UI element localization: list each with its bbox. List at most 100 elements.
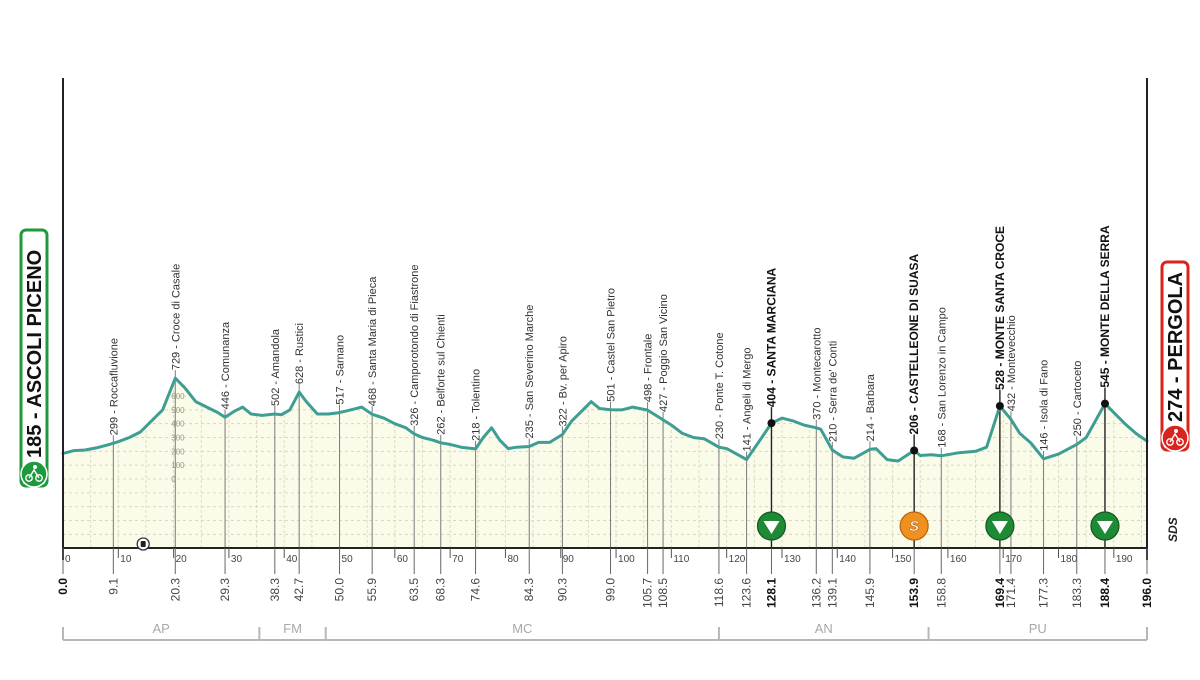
- x-tick-label: 0: [65, 554, 71, 565]
- km-label: 20.3: [168, 578, 182, 602]
- km-label: 177.3: [1037, 578, 1051, 608]
- elevation-area: [63, 378, 1147, 548]
- elevation-scale-label: 100: [171, 461, 185, 470]
- x-tick-label: 90: [563, 554, 575, 565]
- province-label: AN: [815, 621, 833, 636]
- km-label: 84.3: [522, 578, 536, 602]
- elevation-scale-label: 300: [171, 434, 185, 443]
- waypoint-labels: 299 - Roccafluvione 729 - Croce di Casale…: [108, 225, 1112, 451]
- waypoint-label: 299 - Roccafluvione: [108, 338, 120, 435]
- elevation-scale-label: 0: [171, 475, 176, 484]
- km-label: 0.0: [56, 578, 70, 595]
- gpm-climb-icon: [1090, 511, 1120, 541]
- km-label: 90.3: [555, 578, 569, 602]
- km-label: 123.6: [740, 578, 754, 608]
- waypoint-label: 235 - San Severino Marche: [524, 305, 536, 439]
- classification-markers: S: [136, 399, 1120, 551]
- province-label: PU: [1029, 621, 1047, 636]
- badge-label: 185 - ASCOLI PICENO: [24, 250, 46, 458]
- x-tick-label: 70: [452, 554, 464, 565]
- start-finish-badges: 185 - ASCOLI PICENO 274 - PERGOLA: [19, 228, 1190, 488]
- km-label: 105.7: [641, 578, 655, 608]
- x-tick-label: 30: [231, 554, 243, 565]
- km-label: 50.0: [333, 578, 347, 602]
- waypoint-label: 446 - Comunanza: [220, 321, 232, 409]
- x-tick-label: 140: [839, 554, 856, 565]
- waypoint-label: 432 - Montevecchio: [1006, 315, 1018, 411]
- feed-zone-icon: [136, 537, 150, 551]
- waypoint-label: 214 - Barbara: [865, 373, 877, 441]
- elevation-scale: 0 100 200 300 400 500 600: [171, 392, 185, 484]
- waypoint-label: 427 - Poggio San Vicino: [658, 294, 670, 412]
- waypoint-label: 326 - Camporotondo di Fiastrone: [409, 264, 421, 425]
- sponsor-logo: SDS: [1166, 517, 1180, 542]
- km-label: 29.3: [218, 578, 232, 602]
- km-label: 128.1: [764, 578, 778, 608]
- waypoint-label: 322 - Bv. per Apiro: [557, 336, 569, 426]
- km-label: 68.3: [434, 578, 448, 602]
- km-label: 99.0: [604, 578, 618, 602]
- x-tick-label: 190: [1116, 554, 1133, 565]
- waypoint-label: 729 - Croce di Casale: [170, 264, 182, 370]
- sprint-icon: S: [899, 511, 929, 541]
- elevation-scale-label: 500: [171, 406, 185, 415]
- elevation-scale-label: 400: [171, 420, 185, 429]
- waypoint-label: 146 - Isola di Fano: [1039, 360, 1051, 451]
- svg-text:S: S: [909, 518, 919, 535]
- km-label: 188.4: [1098, 578, 1112, 608]
- km-label: 158.8: [934, 578, 948, 608]
- km-label: 139.1: [825, 578, 839, 608]
- sponsor-mark: SDS: [1166, 517, 1180, 542]
- waypoint-label: 502 - Amandola: [270, 328, 282, 406]
- summit-dot: [1100, 399, 1109, 408]
- summit-dot: [995, 401, 1004, 410]
- province-label: FM: [283, 621, 302, 636]
- finish-badge: 274 - PERGOLA: [1160, 260, 1190, 452]
- x-axis: 0 10 20 30 40 50 60 70 80 90 100 110 120 130 140 150 160…: [62, 78, 1148, 574]
- waypoint-label: 250 - Cartoceto: [1072, 361, 1084, 437]
- km-label: 136.2: [809, 578, 823, 608]
- gpm-climb-icon: [756, 511, 787, 541]
- km-label: 196.0: [1140, 578, 1154, 608]
- x-tick-label: 130: [784, 554, 801, 565]
- waypoint-label: 501 - Castel San Pietro: [606, 288, 618, 402]
- km-label: 55.9: [365, 578, 379, 602]
- km-label: 171.4: [1004, 578, 1018, 608]
- km-label: 118.6: [712, 578, 726, 607]
- waypoint-label: 517 - Sarnano: [335, 335, 347, 405]
- waypoint-label: 404 - SANTA MARCIANA: [764, 267, 778, 407]
- province-label: AP: [152, 621, 169, 636]
- km-label: 145.9: [863, 578, 877, 608]
- waypoint-label: 141 - Angeli di Mergo: [742, 348, 754, 452]
- x-tick-label: 60: [397, 554, 409, 565]
- waypoint-label: 168 - San Lorenzo in Campo: [936, 307, 948, 448]
- elevation-scale-label: 600: [171, 392, 185, 401]
- x-tick-label: 170: [1005, 554, 1022, 565]
- x-tick-label: 10: [120, 554, 132, 565]
- elevation-line: [61, 376, 1149, 463]
- km-label: 153.9: [907, 578, 921, 608]
- x-tick-label: 110: [673, 554, 689, 565]
- x-tick-label: 40: [286, 554, 298, 565]
- waypoint-label: 498 - Frontale: [643, 334, 655, 402]
- gpm-climb-icon: [985, 511, 1015, 541]
- x-tick-label: 20: [176, 554, 188, 565]
- x-tick-label: 180: [1061, 554, 1078, 565]
- waypoint-label: 230 - Ponte T. Cotone: [714, 332, 726, 439]
- summit-dot: [910, 446, 919, 455]
- x-tick-label: 100: [618, 554, 635, 565]
- waypoint-label: 628 - Rustici: [294, 323, 306, 384]
- summit-dot: [767, 419, 776, 428]
- province-label: MC: [512, 621, 532, 636]
- km-label: 9.1: [106, 578, 120, 595]
- x-tick-label: 120: [729, 554, 746, 565]
- elevation-scale-label: 200: [171, 447, 185, 456]
- start-badge: 185 - ASCOLI PICENO: [19, 228, 49, 488]
- waypoint-label: 370 - Montecarotto: [811, 327, 823, 419]
- profile-area: [63, 378, 1147, 548]
- cyclist-icon: [1161, 424, 1189, 452]
- x-tick-label: 160: [950, 554, 967, 565]
- waypoint-label: 262 - Belforte sul Chienti: [436, 314, 448, 434]
